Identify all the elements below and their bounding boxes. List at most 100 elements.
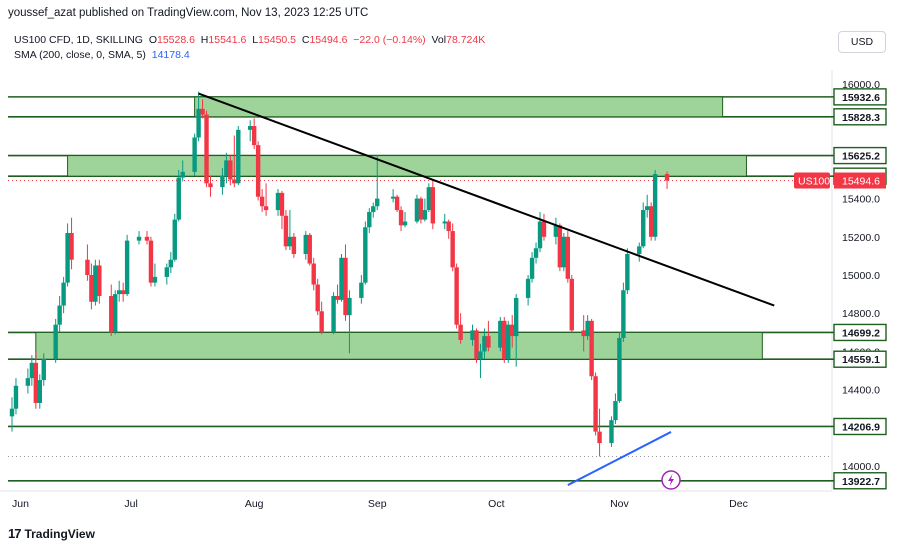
candle-body[interactable] <box>450 231 455 268</box>
candle-body[interactable] <box>33 362 39 403</box>
candle-body[interactable] <box>168 259 173 268</box>
candle-body[interactable] <box>664 174 670 181</box>
candle-body[interactable] <box>331 296 336 333</box>
candle-body[interactable] <box>224 160 229 176</box>
candle-body[interactable] <box>263 206 269 211</box>
candle-body[interactable] <box>458 324 463 340</box>
candle-body[interactable] <box>41 359 46 381</box>
candle-body[interactable] <box>176 177 181 220</box>
candle-body[interactable] <box>172 219 177 260</box>
candle-body[interactable] <box>645 206 650 211</box>
candle-body[interactable] <box>418 198 424 220</box>
candle-body[interactable] <box>617 338 622 402</box>
candle-body[interactable] <box>61 282 66 306</box>
currency-button[interactable]: USD <box>838 31 886 53</box>
candle-body[interactable] <box>613 401 618 421</box>
candle-body[interactable] <box>255 145 261 197</box>
candle-body[interactable] <box>474 330 479 360</box>
candle-body[interactable] <box>259 196 265 207</box>
candle-body[interactable] <box>53 324 58 360</box>
candle-body[interactable] <box>454 267 459 325</box>
candle-body[interactable] <box>422 210 428 220</box>
candle-body[interactable] <box>430 187 436 224</box>
candle-body[interactable] <box>319 311 324 333</box>
candle-body[interactable] <box>97 265 102 297</box>
candle-body[interactable] <box>581 330 586 337</box>
candle-body[interactable] <box>569 278 574 331</box>
candle-body[interactable] <box>390 196 396 199</box>
trendline[interactable] <box>198 92 775 307</box>
candle-body[interactable] <box>343 257 348 316</box>
candle-body[interactable] <box>486 336 491 348</box>
candle-body[interactable] <box>232 179 237 184</box>
candle-body[interactable] <box>57 305 62 325</box>
sma-line[interactable] <box>567 431 672 486</box>
candle-body[interactable] <box>394 196 400 211</box>
candle-body[interactable] <box>13 385 19 409</box>
candle-body[interactable] <box>398 210 404 226</box>
candle-body[interactable] <box>65 232 70 283</box>
candle-body[interactable] <box>565 236 570 279</box>
candle-body[interactable] <box>414 198 420 222</box>
candle-body[interactable] <box>502 320 507 360</box>
candle-body[interactable] <box>124 240 130 295</box>
support-resistance-zone[interactable] <box>67 155 747 177</box>
candle-body[interactable] <box>525 278 531 298</box>
candle-body[interactable] <box>113 294 118 333</box>
candle-body[interactable] <box>609 420 614 444</box>
candle-body[interactable] <box>637 246 642 254</box>
candle-body[interactable] <box>621 290 626 339</box>
candle-body[interactable] <box>375 198 380 207</box>
candle-body[interactable] <box>29 362 35 379</box>
candle-body[interactable] <box>510 324 515 337</box>
candle-body[interactable] <box>541 221 547 237</box>
candle-body[interactable] <box>69 232 74 260</box>
candle-body[interactable] <box>152 276 158 283</box>
candle-body[interactable] <box>89 275 94 302</box>
support-resistance-zone[interactable] <box>35 331 763 360</box>
candle-body[interactable] <box>311 263 316 285</box>
candle-body[interactable] <box>283 215 289 247</box>
candle-body[interactable] <box>204 114 209 184</box>
sma-label[interactable]: SMA (200, close, 0, SMA, 5) <box>14 49 146 61</box>
candle-body[interactable] <box>506 324 511 360</box>
candle-body[interactable] <box>120 290 126 295</box>
candle-body[interactable] <box>251 126 257 146</box>
candle-body[interactable] <box>513 297 519 337</box>
candle-body[interactable] <box>593 376 598 432</box>
candle-body[interactable] <box>641 210 646 247</box>
candle-body[interactable] <box>180 171 185 178</box>
candle-body[interactable] <box>192 137 197 172</box>
candle-body[interactable] <box>335 296 340 300</box>
candle-body[interactable] <box>529 257 535 279</box>
candle-body[interactable] <box>363 227 368 283</box>
candle-body[interactable] <box>116 290 122 295</box>
candle-body[interactable] <box>248 126 253 130</box>
candle-body[interactable] <box>625 253 630 291</box>
candle-body[interactable] <box>9 408 15 417</box>
candle-body[interactable] <box>347 297 352 316</box>
candle-body[interactable] <box>553 225 559 237</box>
candle-body[interactable] <box>109 296 114 333</box>
candle-body[interactable] <box>371 206 376 212</box>
candle-body[interactable] <box>402 221 408 226</box>
candle-body[interactable] <box>537 221 543 249</box>
candle-body[interactable] <box>589 320 594 377</box>
candle-body[interactable] <box>196 108 201 138</box>
candle-body[interactable] <box>652 174 658 237</box>
tradingview-logo[interactable]: 17 TradingView <box>8 526 95 541</box>
candle-body[interactable] <box>220 175 225 188</box>
candle-body[interactable] <box>208 183 213 188</box>
candle-body[interactable] <box>442 221 447 224</box>
candle-body[interactable] <box>287 236 293 247</box>
candle-body[interactable] <box>478 351 483 360</box>
candle-body[interactable] <box>557 225 563 268</box>
support-resistance-zone[interactable] <box>194 96 724 118</box>
candle-body[interactable] <box>307 234 312 264</box>
candle-body[interactable] <box>446 221 451 232</box>
candle-body[interactable] <box>144 236 150 241</box>
candle-body[interactable] <box>25 378 31 386</box>
candle-body[interactable] <box>498 320 503 348</box>
candle-body[interactable] <box>359 282 364 298</box>
candle-body[interactable] <box>426 187 432 211</box>
